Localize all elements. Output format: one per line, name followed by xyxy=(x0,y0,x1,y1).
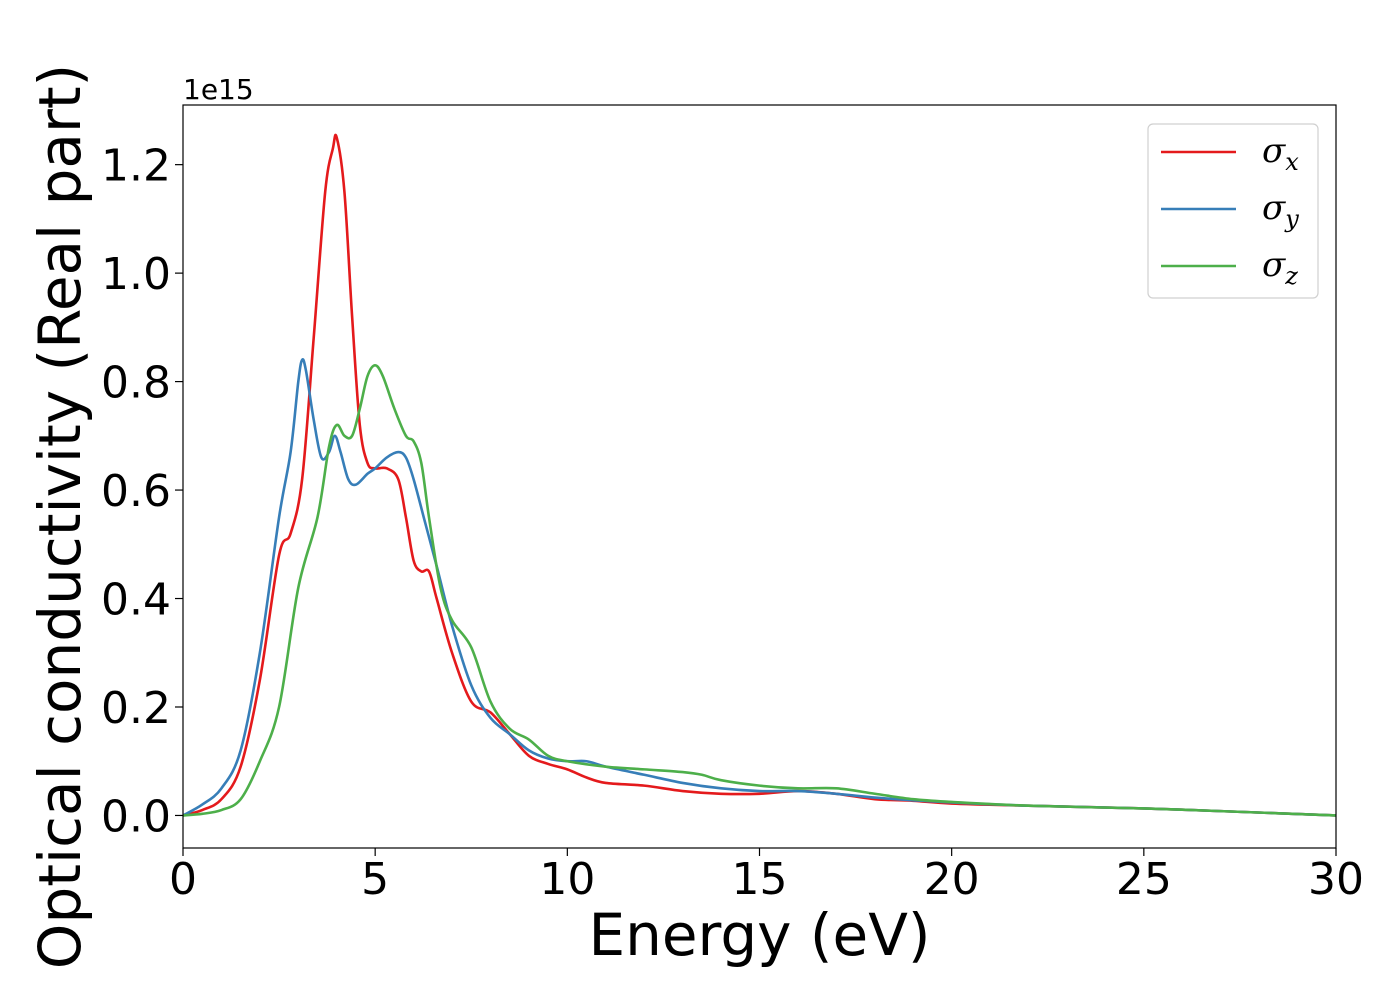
legend-label-z: σz xyxy=(1262,245,1298,290)
legend: σx σy σz xyxy=(1147,123,1319,299)
y-tick-label: 1.0 xyxy=(101,249,171,300)
legend-label-y: σy xyxy=(1262,188,1299,233)
series-line-z xyxy=(182,364,1337,817)
x-tick-label: 0 xyxy=(169,854,197,905)
y-tick-label: 1.2 xyxy=(101,141,171,192)
x-tick-label: 20 xyxy=(924,854,980,905)
x-tick-label: 15 xyxy=(732,854,788,905)
legend-label-x: σx xyxy=(1262,131,1299,176)
y-tick-label: 0.6 xyxy=(101,466,171,517)
x-tick-label: 10 xyxy=(539,854,595,905)
series-line-y xyxy=(182,358,1337,817)
y-tick-label: 0.2 xyxy=(101,683,171,734)
y-offset-label: 1e15 xyxy=(183,73,254,106)
series-layer xyxy=(182,133,1337,817)
legend-box xyxy=(1147,123,1319,299)
y-tick-label: 0.8 xyxy=(101,358,171,409)
x-tick-label: 30 xyxy=(1308,854,1364,905)
x-tick-label: 25 xyxy=(1116,854,1172,905)
x-tick-label: 5 xyxy=(361,854,389,905)
y-axis-title: Optical conductivity (Real part) xyxy=(26,64,94,969)
y-tick-label: 0.0 xyxy=(101,791,171,842)
x-axis-title: Energy (eV) xyxy=(588,901,930,969)
y-tick-label: 0.4 xyxy=(101,575,171,626)
ticks-layer: 0 5 10 15 20 25 30 0.0 0.2 0.4 0.6 0.8 1.0 1.2 xyxy=(101,141,1364,905)
